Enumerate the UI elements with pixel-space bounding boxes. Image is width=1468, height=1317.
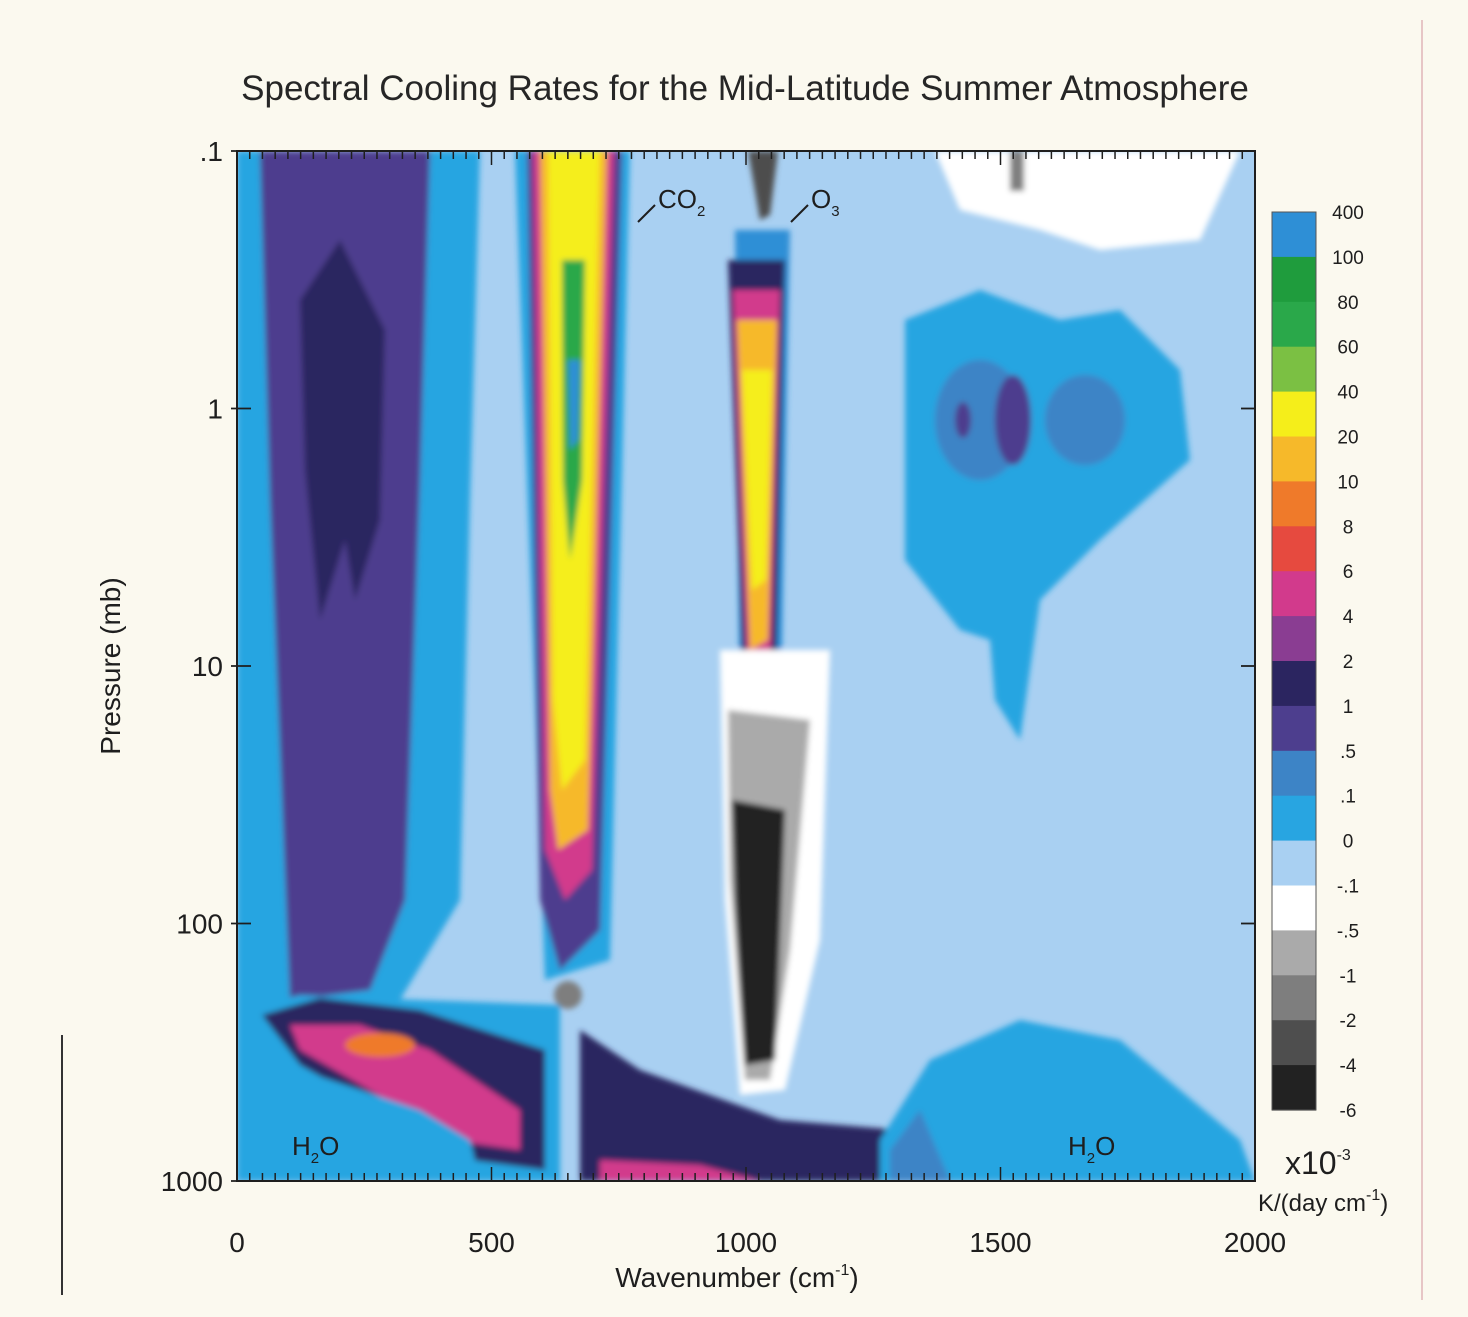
region-h2o-vib-core-2 — [955, 402, 971, 438]
x-tick-label: 2000 — [1224, 1227, 1286, 1258]
o3-label: O3 — [811, 184, 840, 220]
colorbar-level-label: 20 — [1337, 428, 1358, 449]
x-tick-label: 500 — [468, 1227, 515, 1258]
colorbar-segment — [1272, 840, 1316, 887]
colorbar-level-label: 60 — [1337, 338, 1358, 359]
region-h2o-vib-inner-2 — [1045, 375, 1125, 465]
band-annotations: CO2 O3 H2O H2O — [292, 184, 1115, 1167]
region-o3-yellow — [742, 370, 772, 590]
x-tick-label: 0 — [229, 1227, 245, 1258]
colorbar-level-label: 400 — [1332, 203, 1364, 224]
h2o-right-label: H2O — [1068, 1131, 1115, 1167]
colorbar-segment — [1272, 750, 1316, 797]
chart-title: Spectral Cooling Rates for the Mid-Latit… — [241, 69, 1249, 108]
y-axis-title: Pressure (mb) — [95, 577, 126, 754]
colorbar-level-label: 4 — [1343, 607, 1354, 628]
region-o3-top-grey — [748, 151, 778, 220]
colorbar-level-label: 100 — [1332, 248, 1364, 269]
colorbar-level-label: .1 — [1340, 787, 1356, 808]
colorbar-segment — [1272, 705, 1316, 752]
co2-label: CO2 — [658, 184, 705, 220]
colorbar-level-label: 1 — [1343, 697, 1354, 718]
colorbar-segment — [1272, 301, 1316, 348]
colorbar-segment — [1272, 526, 1316, 572]
colorbar-level-label: -6 — [1340, 1101, 1357, 1122]
region-h2o-lower-peak — [345, 1033, 415, 1057]
y-tick-label: 1 — [207, 394, 223, 425]
colorbar-segment — [1272, 1020, 1316, 1066]
region-h2o-vib-core — [995, 375, 1031, 465]
co2-arrow — [637, 204, 656, 223]
region-h2o-right-lower — [880, 1020, 1255, 1181]
y-tick-label: .1 — [200, 136, 223, 167]
axes-layer: 0 500 1000 1500 2000 .1 1 10 100 1000 — [161, 136, 1286, 1258]
colorbar-segment — [1272, 571, 1316, 617]
x-axis-title: Wavenumber (cm-1) — [615, 1262, 858, 1293]
colorbar-level-label: 40 — [1337, 383, 1358, 404]
colorbar-level-label: 10 — [1337, 472, 1358, 493]
region-bottom-left-band — [237, 1070, 480, 1181]
colorbar-units: K/(day cm-1) — [1258, 1187, 1388, 1217]
region-co2-lower-band — [580, 1030, 900, 1181]
colorbar-segment — [1272, 212, 1316, 258]
colorbar-segment — [1272, 436, 1316, 482]
colorbar-level-label: -2 — [1340, 1011, 1357, 1032]
colorbar-frame — [1271, 211, 1317, 1111]
colorbar-level-label: 6 — [1343, 562, 1354, 583]
x-tick-label: 1500 — [969, 1227, 1031, 1258]
region-h2o-lower-core — [290, 1025, 520, 1150]
colorbar-segment — [1272, 391, 1316, 438]
y-tick-label: 10 — [192, 651, 223, 682]
region-upper-right-grey — [1010, 151, 1024, 191]
colorbar-segment — [1272, 930, 1316, 976]
colorbar-segment — [1272, 481, 1316, 527]
colorbar-segment — [1272, 616, 1316, 662]
colorbar-segment — [1272, 661, 1316, 707]
colorbar-segment — [1272, 346, 1316, 393]
o3-arrow — [790, 204, 809, 223]
colorbar-level-label: .5 — [1340, 742, 1356, 763]
colorbar-segment — [1272, 1065, 1316, 1111]
colorbar-segment — [1272, 885, 1316, 931]
region-co2-dot — [554, 981, 582, 1009]
y-tick-label: 100 — [176, 909, 223, 940]
region-h2o-left-core — [300, 240, 385, 620]
colorbar-segment — [1272, 975, 1316, 1021]
y-tick-label: 1000 — [161, 1166, 223, 1197]
colorbar-level-label: 80 — [1337, 293, 1358, 314]
h2o-left-label: H2O — [292, 1131, 339, 1167]
colorbar-level-label: -4 — [1340, 1056, 1357, 1077]
colorbar-level-label: 0 — [1343, 832, 1354, 853]
colorbar-level-label: -1 — [1340, 966, 1357, 987]
region-h2o-right-lower-edge — [890, 1110, 950, 1181]
x-tick-label: 1000 — [715, 1227, 777, 1258]
colorbar-segment — [1272, 256, 1316, 303]
colorbar-segment — [1272, 795, 1316, 842]
region-o3-heating-dark — [732, 800, 785, 1065]
region-co2-blue-core — [568, 360, 580, 450]
colorbar-level-label: -.1 — [1337, 877, 1359, 898]
colorbar-multiplier: x10-3 — [1285, 1145, 1351, 1181]
heatmap-field — [237, 151, 1255, 1181]
colorbar-level-label: 8 — [1343, 517, 1354, 538]
colorbar-level-label: -.5 — [1337, 921, 1359, 942]
colorbar-level-label: 2 — [1343, 652, 1354, 673]
colorbar: 400 100 80 60 40 20 10 8 6 4 2 1 .5 .1 0 -.1 -.5 -1 -2 -4 -6 — [1271, 203, 1364, 1122]
